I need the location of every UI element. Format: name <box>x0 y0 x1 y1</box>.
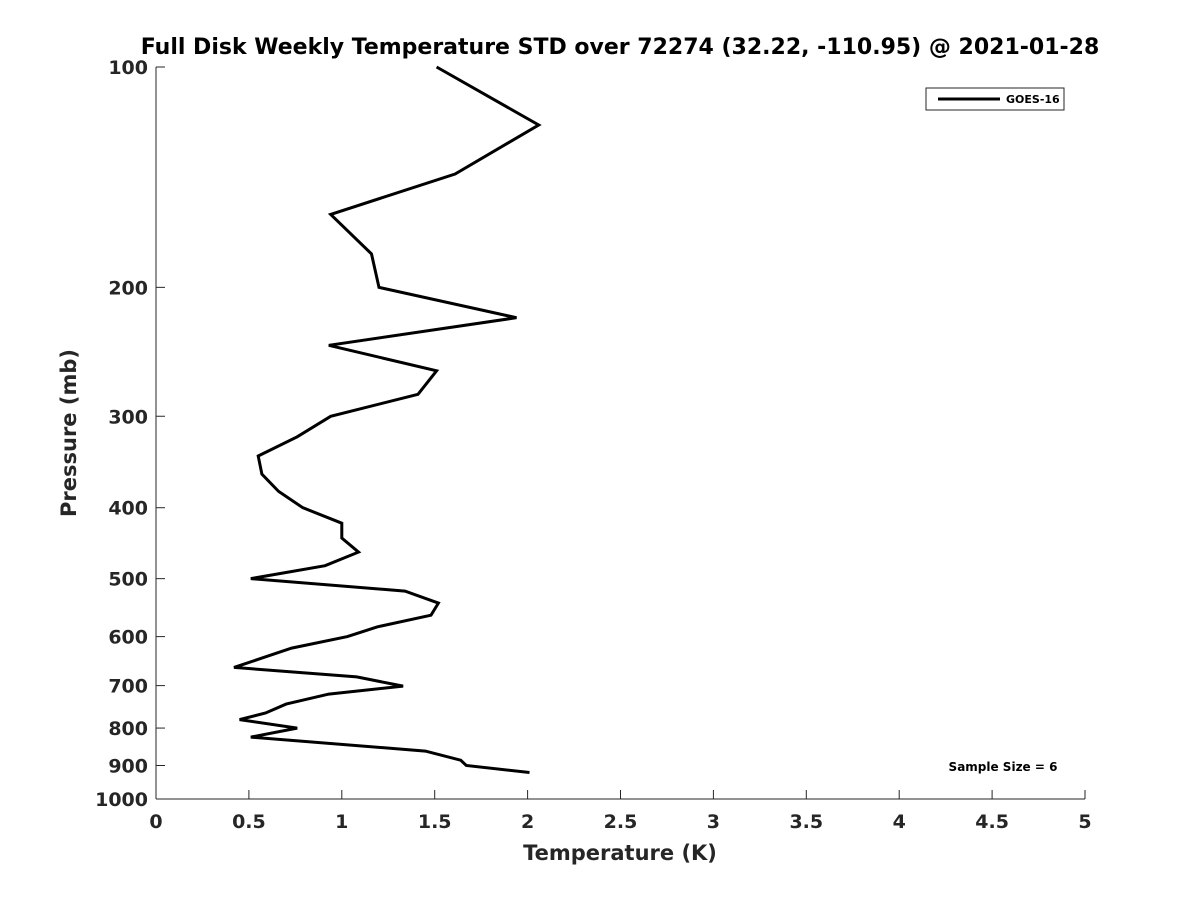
y-tick-label: 500 <box>108 569 148 591</box>
x-tick-label: 1 <box>335 811 348 833</box>
y-tick-label: 100 <box>108 57 148 79</box>
x-tick-label: 4 <box>893 811 906 833</box>
y-tick-label: 800 <box>108 718 148 740</box>
x-tick-label: 3 <box>707 811 720 833</box>
chart-title: Full Disk Weekly Temperature STD over 72… <box>141 35 1100 60</box>
y-tick-label: 700 <box>108 676 148 698</box>
x-ticks: 0 0.5 1 1.5 2 2.5 3 3.5 4 4.5 5 <box>149 790 1092 833</box>
y-ticks: 100 200 300 400 500 600 700 800 900 1000 <box>95 57 165 811</box>
x-axis-label: Temperature (K) <box>523 841 717 865</box>
y-tick-label: 400 <box>108 498 148 520</box>
x-tick-label: 2 <box>521 811 534 833</box>
series-group <box>233 65 542 774</box>
x-tick-label: 0 <box>149 811 162 833</box>
sample-size-annotation: Sample Size = 6 <box>949 760 1058 774</box>
legend: GOES-16 <box>925 87 1065 111</box>
y-tick-label: 300 <box>108 406 148 428</box>
y-tick-label: 900 <box>108 756 148 778</box>
y-tick-label: 200 <box>108 277 148 299</box>
y-axis-label: Pressure (mb) <box>57 349 81 517</box>
x-tick-label: 3.5 <box>789 811 823 833</box>
axes <box>155 67 1085 800</box>
y-tick-label: 600 <box>108 627 148 649</box>
series-line-goes-16 <box>233 65 542 774</box>
x-tick-label: 4.5 <box>975 811 1009 833</box>
x-tick-label: 0.5 <box>232 811 266 833</box>
x-tick-label: 2.5 <box>604 811 638 833</box>
x-tick-label: 1.5 <box>418 811 452 833</box>
y-tick-label: 1000 <box>95 789 148 811</box>
legend-label-goes-16: GOES-16 <box>1006 93 1060 106</box>
x-tick-label: 5 <box>1078 811 1091 833</box>
